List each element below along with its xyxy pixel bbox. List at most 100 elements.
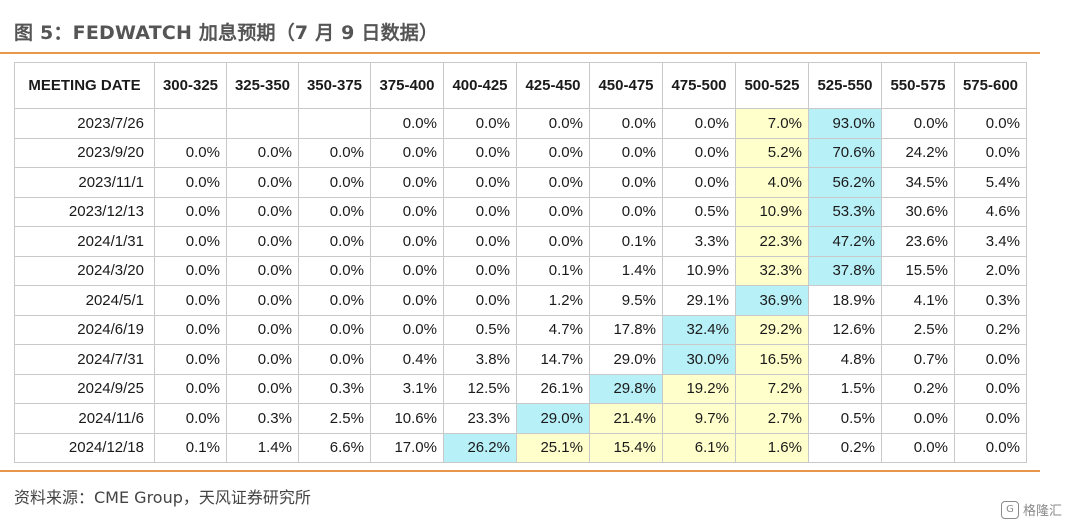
probability-cell: 0.0% <box>516 167 590 198</box>
probability-cell: 4.1% <box>881 285 955 316</box>
column-header-525-550: 525-550 <box>808 62 882 109</box>
column-header-450-475: 450-475 <box>589 62 663 109</box>
probability-cell: 25.1% <box>516 432 590 463</box>
probability-cell: 93.0% <box>808 108 882 139</box>
probability-cell: 1.4% <box>589 255 663 286</box>
probability-cell: 2.5% <box>298 403 371 434</box>
column-header-475-500: 475-500 <box>662 62 736 109</box>
probability-cell: 0.3% <box>298 373 371 404</box>
probability-cell: 10.6% <box>370 403 444 434</box>
probability-cell: 1.5% <box>808 373 882 404</box>
table-row: 2024/11/6 0.0% 0.3% 2.5% 10.6% 23.3% 29.0% 21.4… <box>14 403 1027 434</box>
probability-cell: 15.4% <box>589 432 663 463</box>
meeting-date-cell: 2024/7/31 <box>14 344 155 375</box>
probability-cell: 7.2% <box>735 373 809 404</box>
probability-cell: 3.3% <box>662 226 736 257</box>
probability-cell: 0.3% <box>226 403 299 434</box>
probability-cell: 0.5% <box>443 314 517 345</box>
probability-cell: 0.0% <box>881 403 955 434</box>
probability-cell: 16.5% <box>735 344 809 375</box>
probability-cell: 0.0% <box>226 344 299 375</box>
column-header-meeting-date: MEETING DATE <box>14 62 155 109</box>
probability-cell: 34.5% <box>881 167 955 198</box>
probability-cell: 0.0% <box>589 108 663 139</box>
probability-cell: 0.0% <box>662 137 736 168</box>
probability-cell: 0.0% <box>226 285 299 316</box>
probability-cell: 0.0% <box>298 344 371 375</box>
probability-cell: 10.9% <box>662 255 736 286</box>
probability-cell: 22.3% <box>735 226 809 257</box>
probability-cell: 9.5% <box>589 285 663 316</box>
probability-cell <box>226 108 299 139</box>
probability-cell: 4.0% <box>735 167 809 198</box>
table-row: 2024/1/31 0.0% 0.0% 0.0% 0.0% 0.0% 0.0% 0.1% 3.3… <box>14 226 1027 257</box>
probability-cell: 2.0% <box>954 255 1027 286</box>
probability-cell: 0.0% <box>370 255 444 286</box>
probability-cell: 0.0% <box>226 226 299 257</box>
probability-cell: 0.0% <box>370 137 444 168</box>
column-header-300-325: 300-325 <box>154 62 227 109</box>
probability-cell: 0.0% <box>154 255 227 286</box>
probability-cell: 0.4% <box>370 344 444 375</box>
probability-cell: 23.3% <box>443 403 517 434</box>
probability-cell: 0.0% <box>154 285 227 316</box>
probability-cell: 5.4% <box>954 167 1027 198</box>
probability-cell: 2.5% <box>881 314 955 345</box>
probability-cell: 0.0% <box>226 196 299 227</box>
probability-cell: 0.0% <box>154 167 227 198</box>
probability-cell: 29.0% <box>589 344 663 375</box>
probability-cell: 0.0% <box>516 108 590 139</box>
probability-cell: 29.0% <box>516 403 590 434</box>
probability-cell: 23.6% <box>881 226 955 257</box>
probability-cell: 0.0% <box>298 255 371 286</box>
probability-cell: 5.2% <box>735 137 809 168</box>
probability-cell: 0.0% <box>226 137 299 168</box>
probability-cell <box>298 108 371 139</box>
probability-cell: 6.6% <box>298 432 371 463</box>
probability-cell: 56.2% <box>808 167 882 198</box>
probability-cell: 0.0% <box>662 167 736 198</box>
table-row: 2023/11/1 0.0% 0.0% 0.0% 0.0% 0.0% 0.0% 0.0% 0.0… <box>14 167 1027 198</box>
probability-cell: 0.0% <box>298 137 371 168</box>
probability-cell: 17.0% <box>370 432 444 463</box>
probability-cell: 14.7% <box>516 344 590 375</box>
probability-cell: 1.2% <box>516 285 590 316</box>
probability-cell: 15.5% <box>881 255 955 286</box>
probability-cell: 0.0% <box>516 196 590 227</box>
probability-cell: 3.1% <box>370 373 444 404</box>
probability-cell: 12.5% <box>443 373 517 404</box>
probability-cell: 0.0% <box>298 285 371 316</box>
probability-cell <box>154 108 227 139</box>
meeting-date-cell: 2024/3/20 <box>14 255 155 286</box>
meeting-date-cell: 2024/12/18 <box>14 432 155 463</box>
probability-cell: 9.7% <box>662 403 736 434</box>
probability-cell: 18.9% <box>808 285 882 316</box>
meeting-date-cell: 2024/11/6 <box>14 403 155 434</box>
probability-cell: 0.0% <box>443 196 517 227</box>
table-row: 2024/3/20 0.0% 0.0% 0.0% 0.0% 0.0% 0.1% 1.4% 10.… <box>14 255 1027 286</box>
probability-cell: 0.0% <box>516 226 590 257</box>
probability-cell: 0.1% <box>154 432 227 463</box>
probability-cell: 1.6% <box>735 432 809 463</box>
probability-cell: 0.7% <box>881 344 955 375</box>
probability-cell: 4.8% <box>808 344 882 375</box>
probability-cell: 0.0% <box>516 137 590 168</box>
probability-cell: 0.1% <box>516 255 590 286</box>
probability-cell: 0.0% <box>154 137 227 168</box>
probability-cell: 30.0% <box>662 344 736 375</box>
top-rule <box>0 52 1040 54</box>
probability-cell: 0.0% <box>154 344 227 375</box>
probability-cell: 1.4% <box>226 432 299 463</box>
probability-cell: 70.6% <box>808 137 882 168</box>
watermark: G 格隆汇 <box>1000 500 1062 519</box>
probability-cell: 29.1% <box>662 285 736 316</box>
table-row: 2024/9/25 0.0% 0.0% 0.3% 3.1% 12.5% 26.1% 29.8%… <box>14 373 1027 404</box>
probability-cell: 0.5% <box>808 403 882 434</box>
probability-cell: 0.0% <box>226 167 299 198</box>
probability-cell: 29.8% <box>589 373 663 404</box>
probability-cell: 0.0% <box>154 314 227 345</box>
probability-cell: 0.0% <box>226 314 299 345</box>
probability-cell: 0.0% <box>298 167 371 198</box>
meeting-date-cell: 2024/6/19 <box>14 314 155 345</box>
table-row: 2024/6/19 0.0% 0.0% 0.0% 0.0% 0.5% 4.7% 17.8% 32… <box>14 314 1027 345</box>
